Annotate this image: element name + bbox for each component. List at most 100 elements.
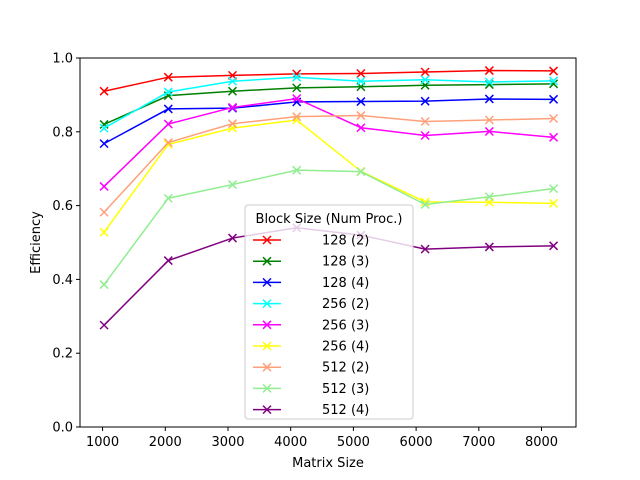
series-line: [103, 169, 554, 286]
data-point-marker: [227, 102, 238, 112]
data-point-marker: [227, 180, 238, 190]
legend-entry: 128 (4): [253, 276, 369, 291]
x-tick-label: 1000: [86, 435, 119, 450]
data-point-marker: [356, 76, 366, 86]
data-point-marker: [292, 83, 302, 93]
series-line: [103, 83, 554, 126]
series-256 (3): [99, 94, 559, 191]
legend-label: 256 (2): [322, 297, 369, 312]
x-axis-label: Matrix Size: [292, 456, 364, 471]
data-point-marker: [420, 199, 430, 210]
legend-marker: [262, 362, 272, 372]
data-point-marker: [227, 76, 238, 86]
data-point-marker: [99, 139, 109, 149]
data-point-marker: [549, 241, 559, 251]
data-point-marker: [484, 94, 494, 104]
x-tick-label: 4000: [274, 435, 307, 450]
legend-label: 512 (4): [322, 403, 369, 418]
legend-label: 256 (4): [322, 340, 369, 355]
series-line: [103, 114, 554, 213]
series-256 (2): [99, 72, 559, 133]
legend-label: 512 (3): [322, 382, 369, 397]
data-point-marker: [484, 192, 494, 202]
legend-entry: 512 (3): [253, 382, 369, 397]
legend-entry: 256 (2): [253, 297, 369, 312]
data-point-marker: [356, 68, 366, 79]
x-tick-label: 5000: [337, 435, 370, 450]
legend-marker: [262, 405, 272, 415]
legend-entry: 256 (3): [253, 318, 369, 333]
legend-entry: 128 (2): [253, 234, 369, 249]
legend-entries: 128 (2) 128 (3) 128 (4) 256 (2) 256 (3) 256 (…: [253, 234, 369, 418]
x-tick-label: 7000: [462, 435, 495, 450]
y-tick-label: 0.2: [52, 347, 73, 362]
data-point-marker: [549, 94, 559, 104]
y-tick-label: 0.4: [52, 273, 73, 288]
legend-label: 512 (2): [322, 361, 369, 376]
data-point-marker: [99, 181, 109, 191]
legend-marker: [262, 341, 272, 351]
data-point-marker: [292, 94, 302, 104]
data-point-marker: [99, 227, 109, 237]
y-tick-label: 0.6: [52, 199, 73, 214]
legend-marker: [262, 320, 272, 330]
series-line: [103, 69, 554, 92]
series-512 (2): [99, 111, 559, 217]
legend-label: 256 (3): [322, 318, 369, 333]
series-line: [103, 76, 554, 129]
legend-entry: 512 (2): [253, 361, 369, 376]
legend-entry: 512 (4): [253, 403, 369, 418]
data-point-marker: [163, 256, 173, 266]
data-point-marker: [484, 115, 494, 125]
data-point-marker: [549, 76, 559, 86]
legend-entry: 256 (4): [253, 340, 369, 355]
legend-marker: [262, 235, 272, 245]
x-tick-label: 6000: [400, 435, 433, 450]
data-point-marker: [356, 123, 366, 133]
y-tick-label: 0.8: [52, 125, 73, 140]
legend-marker: [262, 299, 272, 309]
data-point-marker: [356, 111, 366, 121]
legend-marker: [262, 277, 272, 287]
data-point-marker: [99, 207, 109, 217]
legend-marker: [262, 383, 272, 393]
data-point-marker: [420, 75, 430, 85]
data-point-marker: [99, 86, 109, 96]
data-point-marker: [163, 119, 173, 129]
data-point-marker: [99, 123, 109, 133]
legend-label: 128 (3): [322, 255, 369, 270]
series-512 (3): [99, 165, 559, 290]
x-tick-label: 2000: [149, 435, 182, 450]
y-axis-label: Efficiency: [29, 211, 44, 274]
data-point-marker: [356, 167, 366, 177]
legend: Block Size (Num Proc.) 128 (2)128 (3)128…: [244, 204, 414, 420]
data-point-marker: [420, 96, 430, 106]
data-point-marker: [227, 233, 238, 243]
data-point-marker: [420, 244, 430, 254]
data-point-marker: [484, 66, 494, 76]
data-point-marker: [99, 280, 109, 290]
data-point-marker: [420, 116, 430, 126]
legend-box: [244, 204, 414, 420]
x-axis: 1000 2000 3000 4000 5000 6000 7000 8000: [86, 427, 558, 450]
legend-label: 128 (2): [322, 234, 369, 249]
plot-area: [99, 66, 559, 330]
series-line: [103, 97, 554, 187]
data-point-marker: [484, 242, 494, 252]
data-point-marker: [292, 69, 302, 79]
data-point-marker: [420, 130, 430, 141]
legend-title: Block Size (Num Proc.): [256, 212, 403, 227]
series-line: [103, 119, 554, 233]
data-point-marker: [549, 198, 559, 208]
data-point-marker: [292, 112, 302, 122]
data-point-marker: [227, 119, 238, 129]
data-point-marker: [549, 113, 559, 124]
legend-entry: 128 (3): [253, 255, 369, 270]
legend-label: 128 (4): [322, 276, 369, 291]
y-tick-label: 1.0: [52, 52, 73, 67]
data-point-marker: [163, 72, 173, 82]
data-point-marker: [163, 137, 173, 148]
data-point-marker: [227, 86, 238, 96]
y-axis: 0.0 0.2 0.4 0.6 0.8 1.0: [52, 52, 80, 436]
